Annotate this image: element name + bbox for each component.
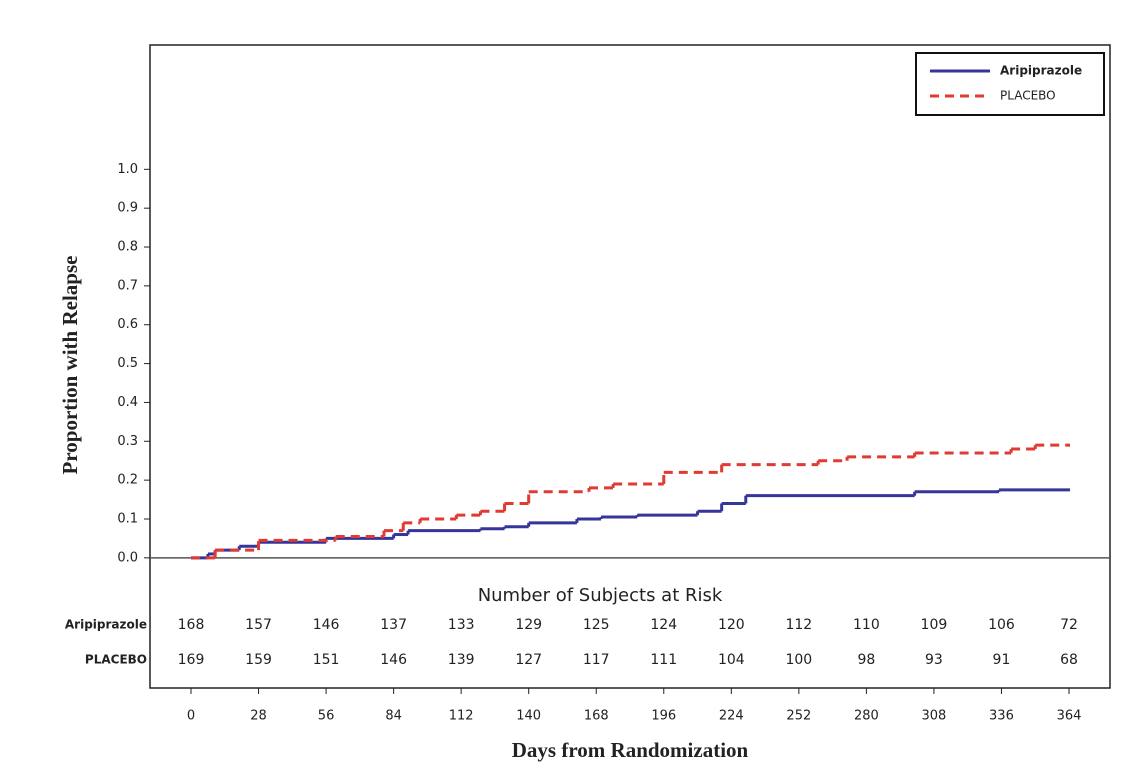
- risk-count: 159: [245, 652, 272, 668]
- x-tick-label: 280: [854, 709, 879, 724]
- x-tick-label: 84: [385, 709, 402, 724]
- y-tick-label: 0.1: [117, 511, 138, 526]
- plot-frame: [149, 44, 1111, 689]
- x-axis-title: Days from Randomization: [512, 738, 749, 762]
- risk-count: 112: [785, 617, 812, 633]
- y-tick-label: 0.7: [117, 278, 138, 293]
- y-tick-label: 0.6: [117, 317, 138, 332]
- risk-count: 109: [921, 617, 948, 633]
- x-tick-label: 112: [449, 709, 474, 724]
- risk-count: 120: [718, 617, 745, 633]
- risk-count: 129: [515, 617, 542, 633]
- risk-count: 68: [1060, 652, 1078, 668]
- y-tick-label: 0.2: [117, 473, 138, 488]
- risk-count: 72: [1060, 617, 1078, 633]
- x-tick-label: 0: [187, 709, 195, 724]
- risk-count: 125: [583, 617, 610, 633]
- risk-count: 146: [313, 617, 340, 633]
- x-tick-label: 28: [250, 709, 267, 724]
- risk-count: 139: [448, 652, 475, 668]
- risk-count: 133: [448, 617, 475, 633]
- x-tick-label: 252: [786, 709, 811, 724]
- risk-count: 111: [650, 652, 677, 668]
- risk-count: 151: [313, 652, 340, 668]
- risk-count: 117: [583, 652, 610, 668]
- risk-count: 124: [650, 617, 677, 633]
- legend-box: [915, 52, 1105, 116]
- risk-table-title: Number of Subjects at Risk: [478, 585, 723, 606]
- risk-row-label: Aripiprazole: [65, 618, 147, 632]
- y-tick-label: 0.0: [117, 550, 138, 565]
- x-tick-label: 168: [584, 709, 609, 724]
- risk-row-label: PLACEBO: [85, 653, 147, 667]
- risk-count: 168: [178, 617, 205, 633]
- risk-count: 127: [515, 652, 542, 668]
- legend-label: Aripiprazole: [1000, 64, 1082, 78]
- risk-count: 157: [245, 617, 272, 633]
- risk-count: 100: [785, 652, 812, 668]
- y-tick-label: 0.8: [117, 240, 138, 255]
- x-tick-label: 224: [719, 709, 744, 724]
- x-tick-label: 140: [516, 709, 541, 724]
- y-tick-label: 1.0: [117, 162, 138, 177]
- risk-count: 104: [718, 652, 745, 668]
- y-tick-label: 0.9: [117, 201, 138, 216]
- risk-count: 110: [853, 617, 880, 633]
- risk-count: 98: [857, 652, 875, 668]
- risk-count: 106: [988, 617, 1015, 633]
- x-tick-label: 336: [989, 709, 1014, 724]
- x-tick-label: 364: [1057, 709, 1082, 724]
- x-tick-label: 56: [318, 709, 335, 724]
- risk-count: 91: [993, 652, 1011, 668]
- y-tick-label: 0.4: [117, 395, 138, 410]
- x-tick-label: 308: [922, 709, 947, 724]
- x-tick-label: 196: [651, 709, 676, 724]
- y-axis-title: Proportion with Relapse: [58, 256, 82, 475]
- risk-count: 146: [380, 652, 407, 668]
- y-tick-label: 0.5: [117, 356, 138, 371]
- risk-count: 93: [925, 652, 943, 668]
- risk-count: 169: [178, 652, 205, 668]
- legend-label: PLACEBO: [1000, 89, 1056, 103]
- y-tick-label: 0.3: [117, 434, 138, 449]
- risk-count: 137: [380, 617, 407, 633]
